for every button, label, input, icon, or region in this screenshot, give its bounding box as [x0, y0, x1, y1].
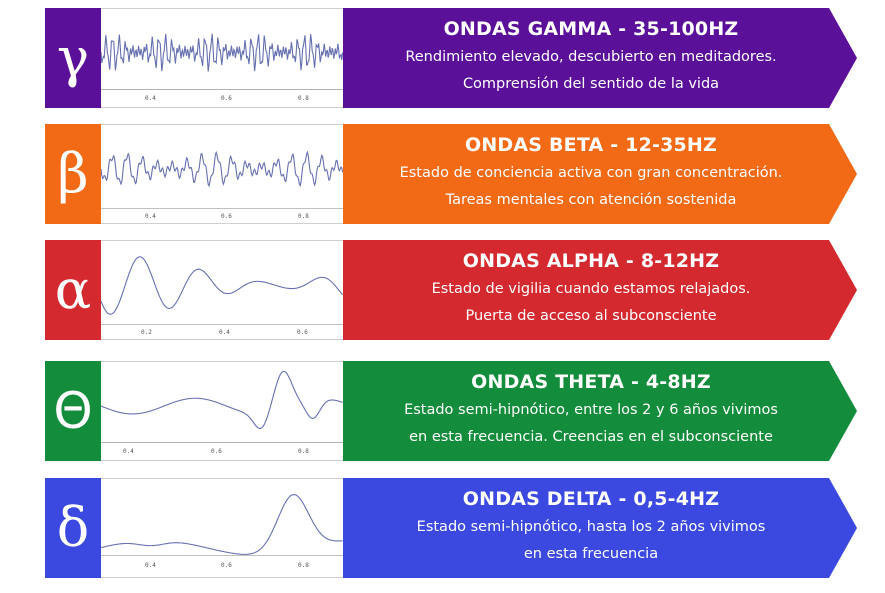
beta-wave-line	[101, 150, 343, 188]
delta-desc-line1: Estado semi-hipnótico, hasta los 2 años …	[416, 519, 766, 535]
tick-label: 0.4	[145, 562, 156, 569]
theta-wave-line	[101, 370, 343, 429]
beta-banner: ONDAS BETA - 12-35HZ Estado de concienci…	[343, 124, 857, 224]
tick-label: 0.6	[297, 329, 308, 336]
delta-banner: ONDAS DELTA - 0,5-4HZ Estado semi-hipnót…	[343, 478, 857, 578]
gamma-title: ONDAS GAMMA - 35-100HZ	[443, 18, 739, 40]
tick-label: 0.4	[145, 213, 156, 220]
tick-label: 0.4	[123, 448, 134, 455]
tick-label: 0.4	[219, 329, 230, 336]
delta-wave-line	[101, 494, 343, 555]
brainwave-row-beta: β 0.4 0.6 0.8 ONDAS BETA - 12-35HZ Estad…	[45, 124, 875, 224]
delta-symbol: δ	[45, 478, 101, 578]
gamma-desc-line2: Comprensión del sentido de la vida	[462, 76, 720, 92]
tick-label: 0.4	[145, 95, 156, 102]
alpha-wave-plot: 0.2 0.4 0.6	[101, 240, 343, 340]
tick-label: 0.6	[221, 95, 232, 102]
gamma-wave-line	[101, 33, 343, 72]
alpha-symbol: α	[45, 240, 101, 340]
beta-title: ONDAS BETA - 12-35HZ	[464, 134, 718, 156]
tick-label: 0.8	[298, 213, 309, 220]
tick-label: 0.2	[141, 329, 152, 336]
brainwave-row-gamma: γ 0.4 0.6 0.8 ONDAS GAMMA - 35-100HZ Ren…	[45, 8, 875, 108]
beta-symbol: β	[45, 124, 101, 224]
theta-symbol: Θ	[45, 361, 101, 461]
alpha-title: ONDAS ALPHA - 8-12HZ	[462, 250, 720, 272]
alpha-banner: ONDAS ALPHA - 8-12HZ Estado de vigilia c…	[343, 240, 857, 340]
delta-desc-line2: en esta frecuencia	[523, 546, 659, 562]
tick-label: 0.8	[298, 562, 309, 569]
alpha-wave-line	[101, 256, 343, 315]
alpha-desc-line1: Estado de vigilia cuando estamos relajad…	[431, 281, 751, 297]
tick-label: 0.6	[211, 448, 222, 455]
delta-title: ONDAS DELTA - 0,5-4HZ	[462, 488, 720, 510]
gamma-symbol: γ	[45, 8, 101, 108]
tick-label: 0.8	[298, 95, 309, 102]
brainwave-row-delta: δ 0.4 0.6 0.8 ONDAS DELTA - 0,5-4HZ Esta…	[45, 478, 875, 578]
delta-wave-plot: 0.4 0.6 0.8	[101, 478, 343, 578]
theta-banner: ONDAS THETA - 4-8HZ Estado semi-hipnótic…	[343, 361, 857, 461]
tick-label: 0.6	[221, 562, 232, 569]
theta-desc-line1: Estado semi-hipnótico, entre los 2 y 6 a…	[404, 402, 778, 418]
beta-desc-line1: Estado de conciencia activa con gran con…	[399, 165, 783, 181]
theta-wave-plot: 0.4 0.6 0.8	[101, 361, 343, 461]
brainwave-row-alpha: α 0.2 0.4 0.6 ONDAS ALPHA - 8-12HZ Estad…	[45, 240, 875, 340]
tick-label: 0.6	[221, 213, 232, 220]
brainwave-row-theta: Θ 0.4 0.6 0.8 ONDAS THETA - 4-8HZ Estado…	[45, 361, 875, 461]
beta-wave-plot: 0.4 0.6 0.8	[101, 124, 343, 224]
beta-desc-line2: Tareas mentales con atención sostenida	[445, 192, 737, 208]
theta-desc-line2: en esta frecuencia. Creencias en el subc…	[409, 429, 773, 445]
gamma-banner: ONDAS GAMMA - 35-100HZ Rendimiento eleva…	[343, 8, 857, 108]
theta-title: ONDAS THETA - 4-8HZ	[471, 371, 711, 393]
gamma-wave-plot: 0.4 0.6 0.8	[101, 8, 343, 108]
tick-label: 0.8	[298, 448, 309, 455]
gamma-desc-line1: Rendimiento elevado, descubierto en medi…	[405, 49, 777, 65]
alpha-desc-line2: Puerta de acceso al subconsciente	[465, 308, 717, 324]
